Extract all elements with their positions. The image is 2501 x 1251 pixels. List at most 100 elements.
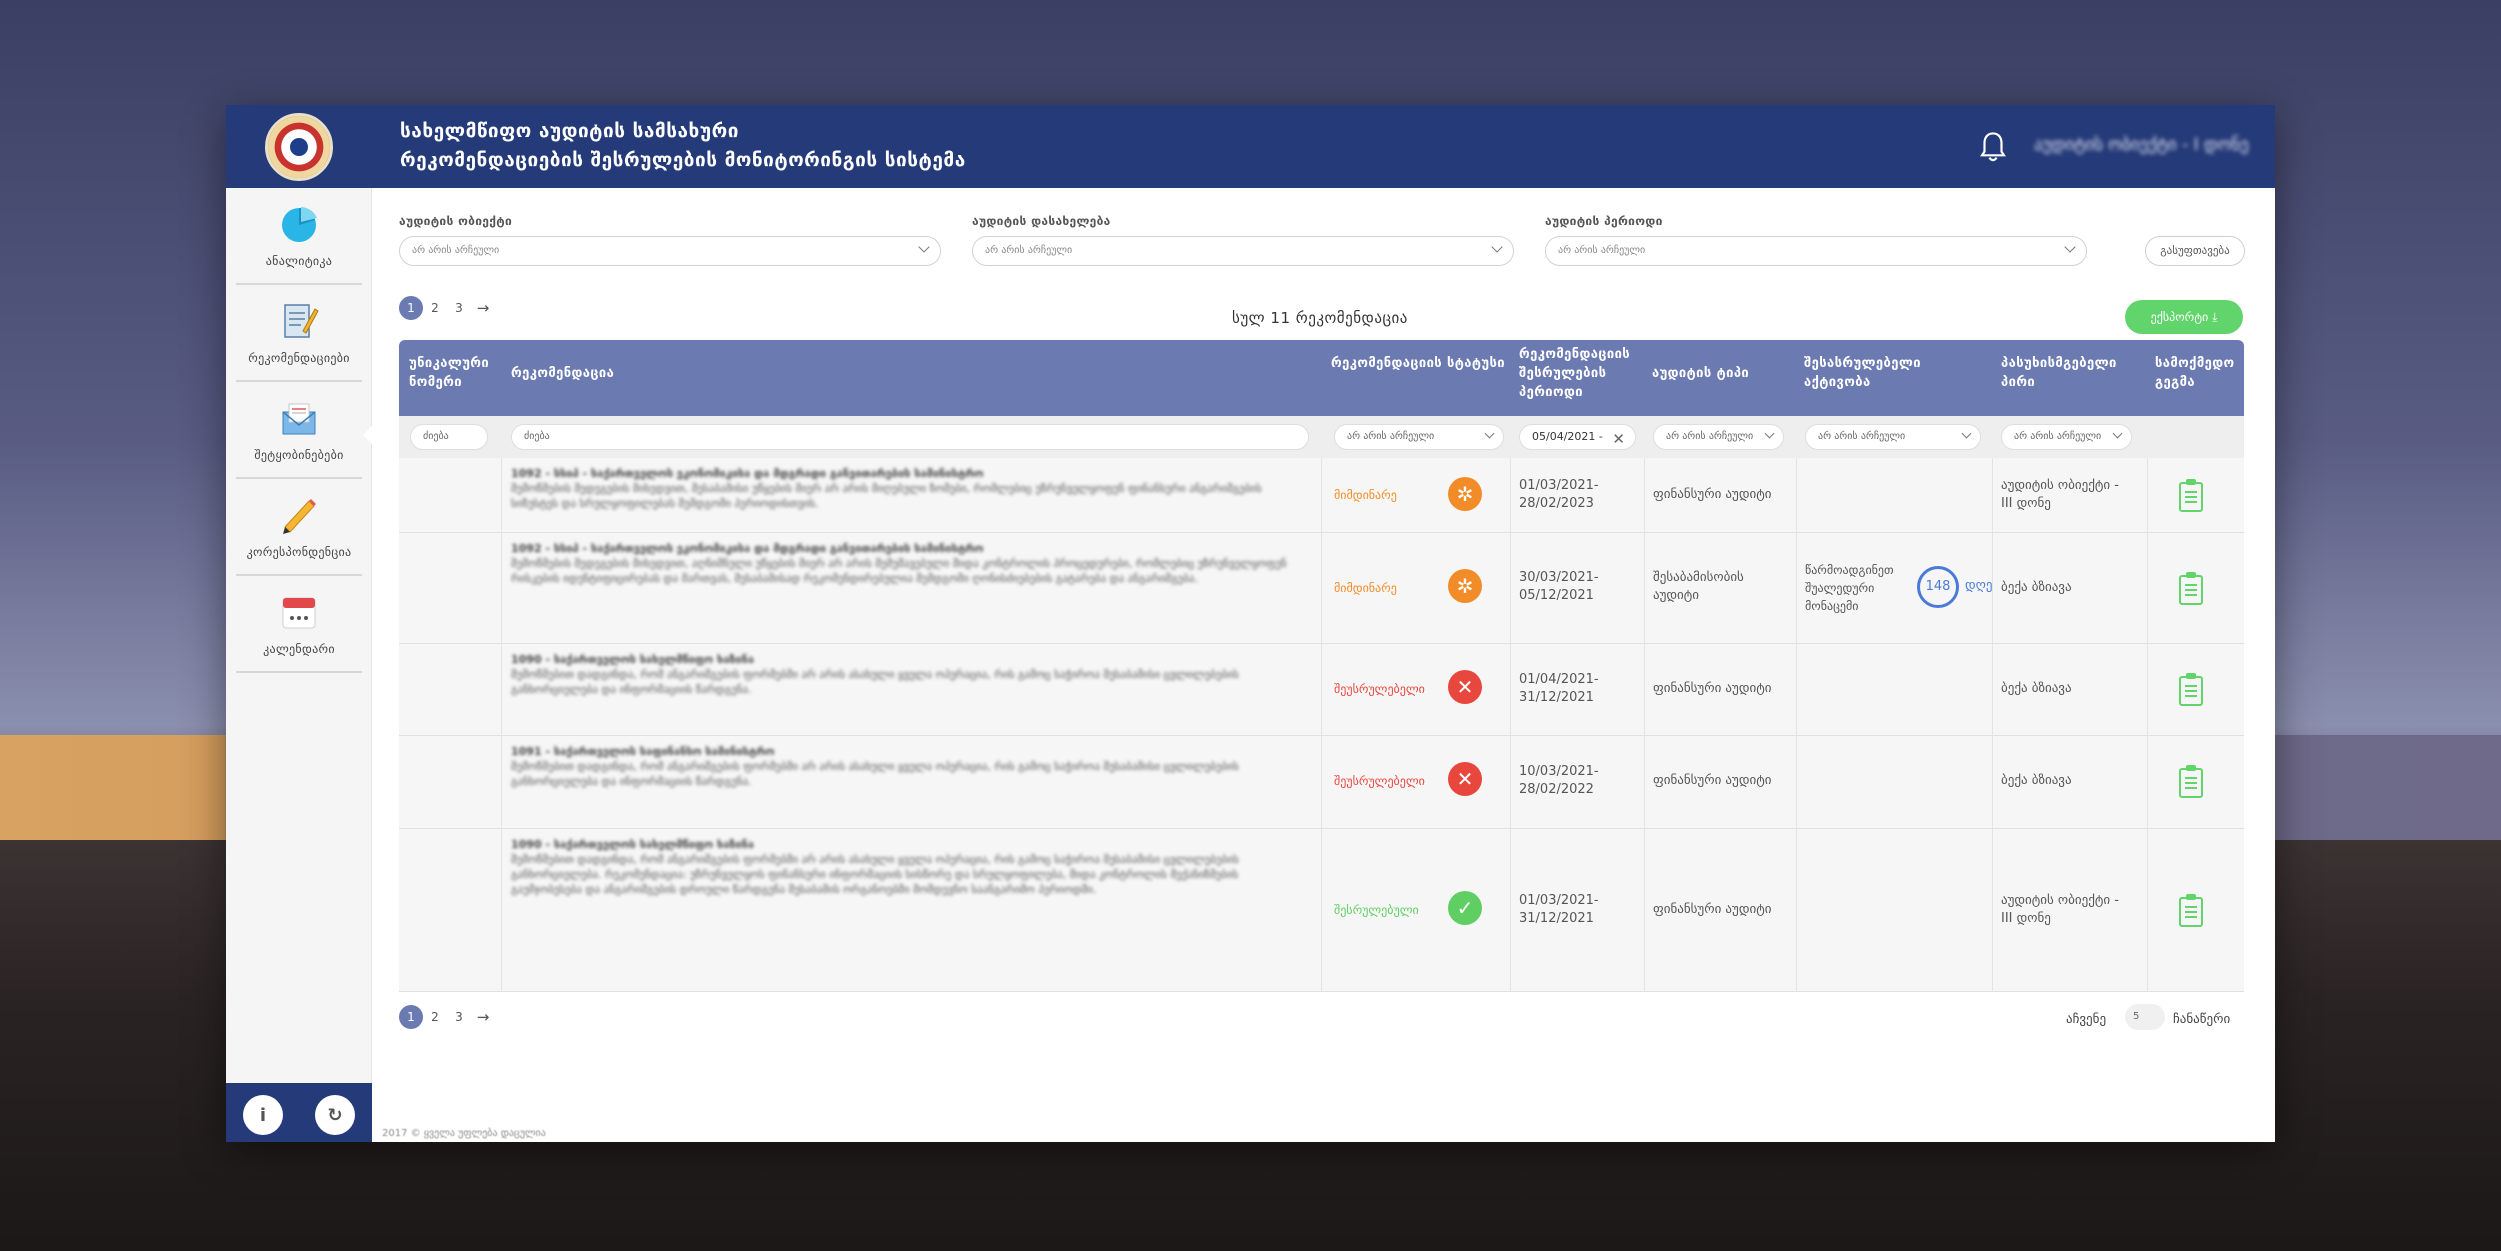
date-value: 05/04/2021 - (1532, 430, 1603, 443)
reset-button[interactable]: გასუფთავება (2145, 236, 2245, 266)
col-period[interactable]: რეკომენდაციის შესრულების პერიოდი (1519, 347, 1631, 400)
recommendation-title: 1092 - სსიპ - საქართველოს ეკონომიკისა და… (511, 542, 984, 555)
clipboard-icon[interactable] (2179, 673, 2203, 706)
column-divider (1796, 458, 1797, 992)
arrow-right-icon[interactable]: → (476, 1008, 490, 1026)
col-action[interactable]: შესასრულებელი აქტივობა (1804, 356, 1921, 390)
page-2-button[interactable]: 2 (431, 301, 439, 315)
page-3-button[interactable]: 3 (455, 301, 463, 315)
page-size-suffix: ჩანაწერი (2173, 1012, 2231, 1027)
audit-object-label: აუდიტის ობიექტი (399, 214, 513, 228)
sidebar-item-correspondence[interactable]: კორესპონდენცია (236, 479, 362, 576)
arrow-right-icon[interactable]: → (476, 299, 490, 317)
chevron-down-icon (2064, 241, 2076, 253)
page-2-button[interactable]: 2 (431, 1010, 439, 1024)
period-cell: 01/03/2021- 31/12/2021 (1519, 893, 1599, 926)
recommendation-text: 1092 - სსიპ - საქართველოს ეკონომიკისა და… (511, 541, 1291, 586)
recommendation-text: 1091 - საქართველოს საფინანსო სამინისტრო შ… (511, 744, 1291, 789)
responsible-cell: ბექა ბზიავა (2001, 681, 2072, 696)
recommendation-text: 1092 - სსიპ - საქართველოს ეკონომიკისა და… (511, 466, 1291, 511)
select-value: არ არის არჩეული (1347, 431, 1435, 442)
unique-number-search[interactable]: ძიება (410, 424, 488, 450)
audit-type-filter[interactable]: არ არის არჩეული (1653, 424, 1784, 450)
page-size-label: აჩვენე (2066, 1012, 2107, 1027)
user-name[interactable]: აუდიტის ობიექტი - I დონე (2034, 135, 2249, 155)
period-cell: 01/03/2021- 28/02/2023 (1519, 478, 1599, 511)
clipboard-icon[interactable] (2179, 765, 2203, 798)
column-divider (1510, 458, 1511, 992)
audit-object-select[interactable]: არ არის არჩეული (399, 236, 941, 266)
action-filter[interactable]: არ არის არჩეული (1805, 424, 1981, 450)
col-responsible[interactable]: პასუხისმგებელი პირი (2001, 356, 2117, 390)
table-filter-row: ძიება ძიება არ არის არჩეული 05/04/2021 -… (399, 416, 2244, 458)
col-status[interactable]: რეკომენდაციის სტატუსი (1331, 356, 1506, 371)
sidebar-item-calendar[interactable]: კალენდარი (236, 576, 362, 673)
clipboard-icon[interactable] (2179, 894, 2203, 927)
select-value: 5 (2133, 1011, 2140, 1022)
audit-type-cell: ფინანსური აუდიტი (1653, 773, 1772, 788)
audit-period-select[interactable]: არ არის არჩეული (1545, 236, 2087, 266)
chevron-down-icon (1764, 428, 1775, 439)
sidebar-item-label: კორესპონდენცია (246, 545, 352, 559)
sidebar-item-label: კალენდარი (263, 642, 335, 656)
chevron-down-icon (918, 241, 930, 253)
recommendation-text: 1090 - საქართველოს სახელმწიფო ხაზინა შემო… (511, 652, 1291, 697)
in-progress-icon: ✲ (1448, 569, 1482, 603)
phone-button[interactable]: ↻ (315, 1095, 355, 1135)
sidebar-item-notifications[interactable]: შეტყობინებები (236, 382, 362, 479)
audit-office-logo[interactable] (265, 113, 333, 181)
recommendation-title: 1090 - საქართველოს სახელმწიფო ხაზინა (511, 838, 754, 851)
pie-chart-icon (282, 207, 317, 242)
failed-icon: ✕ (1448, 762, 1482, 796)
clipboard-icon[interactable] (2179, 479, 2203, 512)
audit-type-cell: ფინანსური აუდიტი (1653, 487, 1772, 502)
audit-type-cell: შესაბამისობის აუდიტი (1653, 570, 1744, 603)
info-button[interactable]: i (243, 1095, 283, 1135)
audit-period-label: აუდიტის პერიოდი (1545, 214, 1663, 228)
logo-emblem (290, 138, 308, 156)
responsible-cell: აუდიტის ობიექტი - III დონე (2001, 478, 2119, 511)
column-divider (2147, 458, 2148, 992)
col-recommendation[interactable]: რეკომენდაცია (511, 366, 615, 381)
export-button[interactable]: ექსპორტი ⤓ (2125, 300, 2243, 334)
table-header: უნიკალური ნომერი რეკომენდაცია რეკომენდაც… (399, 340, 2244, 416)
date-range-filter[interactable]: 05/04/2021 - ✕ (1519, 424, 1636, 450)
org-title: სახელმწიფო აუდიტის სამსახური (400, 120, 739, 142)
audit-name-label: აუდიტის დასახელება (972, 214, 1111, 228)
calendar-icon (282, 597, 316, 629)
page-size-select[interactable]: 5 (2125, 1004, 2165, 1030)
page-1-button[interactable]: 1 (399, 1005, 423, 1029)
sidebar-item-analytics[interactable]: ანალიტიკა (236, 188, 362, 285)
sidebar-item-label: რეკომენდაციები (248, 351, 350, 365)
system-title: რეკომენდაციების შესრულების მონიტორინგის … (400, 149, 966, 171)
pagination-bottom: 1 2 3 → (399, 1005, 495, 1029)
chevron-down-icon (1961, 428, 1972, 439)
period-cell: 30/03/2021- 05/12/2021 (1519, 570, 1599, 603)
responsible-filter[interactable]: არ არის არჩეული (2001, 424, 2132, 450)
col-action-plan[interactable]: სამოქმედო გეგმა (2155, 356, 2235, 390)
status-filter[interactable]: არ არის არჩეული (1334, 424, 1504, 450)
recommendation-body: შემოწმებით დადგინდა, რომ ანგარიშგების ფო… (511, 853, 1239, 896)
recommendation-title: 1091 - საქართველოს საფინანსო სამინისტრო (511, 745, 775, 758)
audit-name-select[interactable]: არ არის არჩეული (972, 236, 1514, 266)
chevron-down-icon (1491, 241, 1503, 253)
info-icon: i (259, 1104, 267, 1126)
clipboard-icon[interactable] (2179, 572, 2203, 605)
recommendation-search[interactable]: ძიება (511, 424, 1309, 450)
period-cell: 01/04/2021- 31/12/2021 (1519, 672, 1599, 705)
status-label: შეუსრულებელი (1334, 682, 1425, 696)
total-count: სულ 11 რეკომენდაცია (1232, 309, 1408, 327)
sidebar-item-label: შეტყობინებები (254, 448, 344, 462)
sidebar-item-recommendations[interactable]: რეკომენდაციები (236, 285, 362, 382)
select-value: არ არის არჩეული (2014, 431, 2102, 442)
audit-type-cell: ფინანსური აუდიტი (1653, 902, 1772, 917)
page-1-button[interactable]: 1 (399, 296, 423, 320)
col-unique-number[interactable]: უნიკალური ნომერი (409, 356, 490, 390)
bell-icon[interactable] (1978, 131, 2008, 165)
col-audit-type[interactable]: აუდიტის ტიპი (1652, 366, 1750, 381)
failed-icon: ✕ (1448, 670, 1482, 704)
status-label: შესრულებული (1334, 903, 1419, 917)
clear-icon[interactable]: ✕ (1612, 430, 1625, 448)
page-3-button[interactable]: 3 (455, 1010, 463, 1024)
status-label: შეუსრულებელი (1334, 774, 1425, 788)
